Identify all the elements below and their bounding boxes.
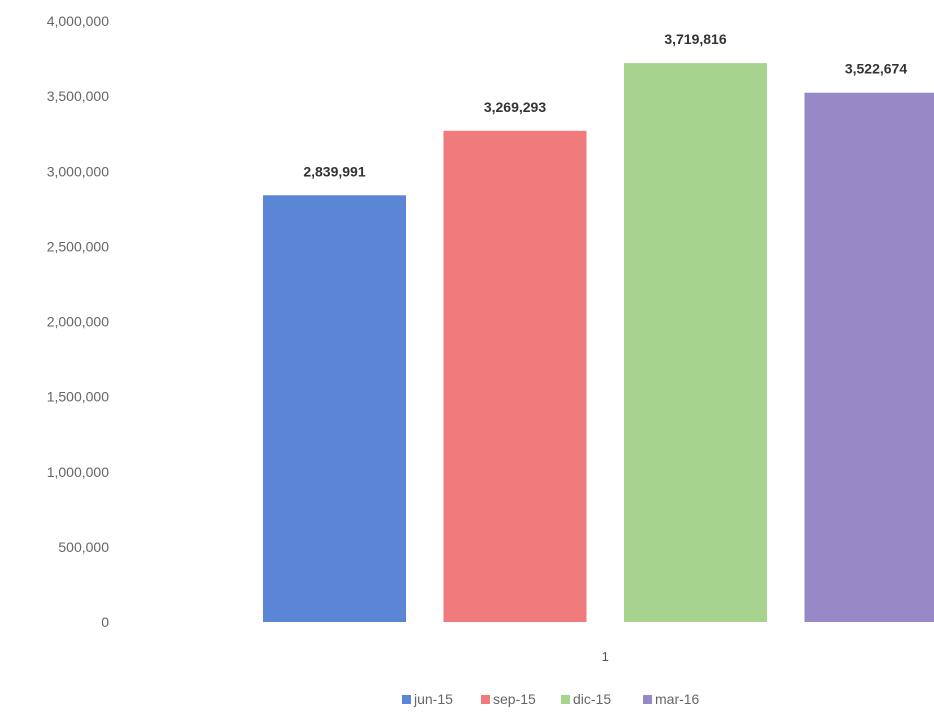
data-label-mar-16: 3,522,674	[845, 61, 907, 77]
legend-label: dic-15	[573, 691, 611, 707]
bar-dic-15	[624, 63, 767, 622]
y-tick-label: 0	[101, 614, 109, 630]
data-label-sep-15: 3,269,293	[484, 99, 546, 115]
y-tick-label: 3,500,000	[47, 88, 109, 104]
y-tick-label: 3,000,000	[47, 163, 109, 179]
y-tick-label: 4,000,000	[47, 13, 109, 29]
bar-jun-15	[263, 195, 406, 622]
legend: jun-15 sep-15 dic-15 mar-16	[402, 691, 700, 707]
y-axis: 0 500,000 1,000,000 1,500,000 2,000,000 2,500…	[47, 13, 110, 630]
y-tick-label: 1,500,000	[47, 389, 109, 405]
data-labels: 2,839,991 3,269,293 3,719,816 3,522,674	[303, 31, 907, 179]
legend-item-jun-15: jun-15	[402, 691, 453, 707]
bars	[263, 63, 934, 622]
bar-mar-16	[804, 92, 934, 622]
legend-swatch	[402, 695, 411, 704]
y-tick-label: 2,500,000	[47, 238, 109, 254]
legend-item-mar-16: mar-16	[643, 691, 700, 707]
legend-swatch	[481, 695, 490, 704]
y-tick-label: 1,000,000	[47, 464, 109, 480]
x-category-label: 1	[602, 649, 609, 664]
legend-item-sep-15: sep-15	[481, 691, 536, 707]
y-tick-label: 500,000	[58, 539, 109, 555]
data-label-jun-15: 2,839,991	[303, 163, 365, 179]
x-axis: 1	[602, 649, 609, 664]
legend-swatch	[643, 695, 652, 704]
y-tick-label: 2,000,000	[47, 314, 109, 330]
legend-swatch	[561, 695, 570, 704]
bar-sep-15	[443, 130, 587, 622]
legend-item-dic-15: dic-15	[561, 691, 611, 707]
legend-label: mar-16	[655, 691, 700, 707]
data-label-dic-15: 3,719,816	[664, 31, 726, 47]
legend-label: jun-15	[413, 691, 453, 707]
legend-label: sep-15	[493, 691, 536, 707]
